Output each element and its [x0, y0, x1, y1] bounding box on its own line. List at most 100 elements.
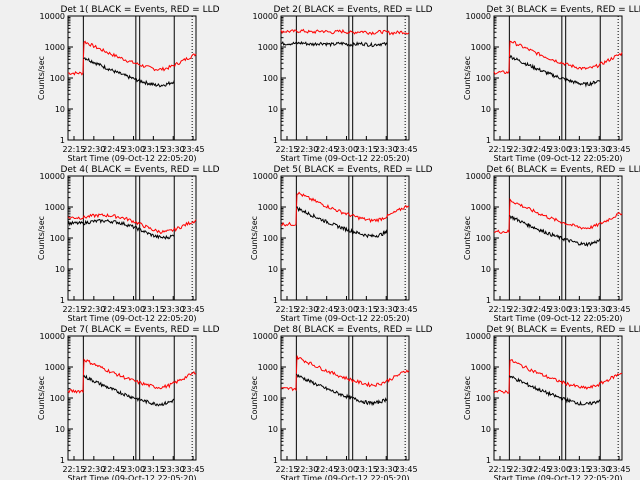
x-tick-label: 23:45: [395, 305, 418, 314]
x-tick-label: 23:30: [162, 305, 185, 314]
y-axis-label: Counts/sec: [463, 56, 472, 100]
panel-title: Det 2( BLACK = Events, RED = LLD: [273, 5, 432, 15]
x-tick-label: 23:15: [568, 305, 591, 314]
y-tick-label: 1: [273, 296, 278, 305]
plot-frame: [493, 335, 623, 461]
series-events-black: [83, 57, 175, 88]
y-tick-label: 1000: [45, 43, 65, 52]
x-tick-label: 22:15: [62, 305, 85, 314]
y-axis-label: Counts/sec: [37, 56, 46, 100]
y-tick-label: 10000: [253, 332, 278, 341]
y-tick-label: 100: [263, 74, 278, 83]
y-tick-label: 1000: [45, 203, 65, 212]
detector-panel-2: Det 2( BLACK = Events, RED = LLD 1 10 100 10…: [253, 5, 433, 163]
x-tick-label: 23:30: [375, 145, 398, 154]
x-tick-label: 22:15: [62, 145, 85, 154]
y-tick-label: 1: [486, 296, 491, 305]
x-axis-label: Start Time (09-Oct-12 22:05:20): [280, 154, 409, 163]
y-tick-label: 10: [481, 105, 491, 114]
y-tick-label: 1: [60, 296, 65, 305]
plot-frame: [67, 175, 197, 301]
plot-frame: [280, 175, 410, 301]
x-tick-label: 23:45: [608, 305, 631, 314]
x-tick-label: 23:30: [588, 145, 611, 154]
y-tick-label: 10: [268, 105, 278, 114]
x-tick-label: 23:15: [355, 305, 378, 314]
y-tick-label: 1: [60, 456, 65, 465]
x-tick-label: 22:45: [102, 465, 125, 474]
x-tick-label: 22:15: [488, 305, 511, 314]
y-tick-label: 1000: [258, 203, 278, 212]
x-tick-label: 22:15: [275, 465, 298, 474]
series-lld-red: [67, 40, 197, 76]
series-lld-red: [493, 40, 623, 75]
y-tick-label: 10: [268, 265, 278, 274]
x-tick-label: 23:00: [122, 465, 145, 474]
y-axis-label: Counts/sec: [463, 216, 472, 260]
panel-title: Det 7( BLACK = Events, RED = LLD: [60, 325, 219, 335]
y-tick-label: 1000: [258, 363, 278, 372]
x-tick-label: 23:00: [122, 145, 145, 154]
x-tick-label: 22:45: [102, 145, 125, 154]
plot-frame: [280, 335, 410, 461]
y-tick-label: 100: [476, 74, 491, 83]
series-lld-red: [67, 212, 197, 235]
x-tick-label: 23:15: [142, 305, 165, 314]
x-axis-label: Start Time (09-Oct-12 22:05:20): [493, 314, 622, 323]
detector-panel-7: Det 7( BLACK = Events, RED = LLD 1 10 100 10…: [37, 325, 220, 480]
x-tick-label: 23:00: [335, 145, 358, 154]
y-axis-label: Counts/sec: [37, 376, 46, 420]
y-tick-label: 1000: [471, 363, 491, 372]
x-axis-label: Start Time (09-Oct-12 22:05:20): [280, 474, 409, 480]
y-tick-label: 10000: [466, 172, 491, 181]
y-axis-label: Counts/sec: [250, 216, 259, 260]
detector-panel-3: Det 3( BLACK = Events, RED = LLD 1 10 100 10…: [463, 5, 640, 163]
x-tick-label: 23:15: [142, 465, 165, 474]
x-tick-label: 22:45: [528, 465, 551, 474]
x-tick-label: 23:30: [375, 465, 398, 474]
y-tick-label: 100: [50, 394, 65, 403]
x-tick-label: 23:00: [548, 145, 571, 154]
x-tick-label: 23:30: [588, 305, 611, 314]
x-tick-label: 23:00: [335, 465, 358, 474]
x-tick-label: 23:00: [335, 305, 358, 314]
y-tick-label: 10000: [466, 12, 491, 21]
y-tick-label: 1: [273, 136, 278, 145]
panel-title: Det 4( BLACK = Events, RED = LLD: [60, 165, 219, 175]
y-tick-label: 1000: [471, 203, 491, 212]
x-tick-label: 22:45: [528, 305, 551, 314]
plot-frame: [493, 15, 623, 141]
x-tick-label: 23:15: [142, 145, 165, 154]
x-tick-label: 23:15: [568, 145, 591, 154]
y-tick-label: 1: [273, 456, 278, 465]
x-tick-label: 22:30: [82, 145, 105, 154]
x-tick-label: 22:30: [295, 305, 318, 314]
detector-panel-6: Det 6( BLACK = Events, RED = LLD 1 10 100 10…: [463, 165, 640, 323]
x-tick-label: 23:45: [395, 145, 418, 154]
x-tick-label: 22:30: [508, 305, 531, 314]
x-tick-label: 23:45: [608, 145, 631, 154]
x-tick-label: 22:30: [508, 465, 531, 474]
x-tick-label: 23:15: [355, 145, 378, 154]
x-tick-label: 23:15: [568, 465, 591, 474]
series-lld-red: [493, 197, 623, 234]
y-tick-label: 1000: [471, 43, 491, 52]
panel-title: Det 1( BLACK = Events, RED = LLD: [60, 5, 219, 15]
x-tick-label: 23:15: [355, 465, 378, 474]
x-tick-label: 23:45: [182, 465, 205, 474]
y-tick-label: 10000: [466, 332, 491, 341]
y-tick-label: 10: [481, 265, 491, 274]
y-tick-label: 1: [486, 456, 491, 465]
x-tick-label: 23:00: [548, 305, 571, 314]
x-axis-label: Start Time (09-Oct-12 22:05:20): [493, 154, 622, 163]
y-axis-label: Counts/sec: [463, 376, 472, 420]
y-tick-label: 10: [481, 425, 491, 434]
x-tick-label: 22:15: [275, 145, 298, 154]
y-tick-label: 1000: [45, 363, 65, 372]
y-tick-label: 100: [263, 234, 278, 243]
y-tick-label: 10000: [253, 12, 278, 21]
y-tick-label: 100: [476, 394, 491, 403]
y-tick-label: 100: [263, 394, 278, 403]
detector-panel-1: Det 1( BLACK = Events, RED = LLD 1 10 100 10…: [37, 5, 220, 163]
